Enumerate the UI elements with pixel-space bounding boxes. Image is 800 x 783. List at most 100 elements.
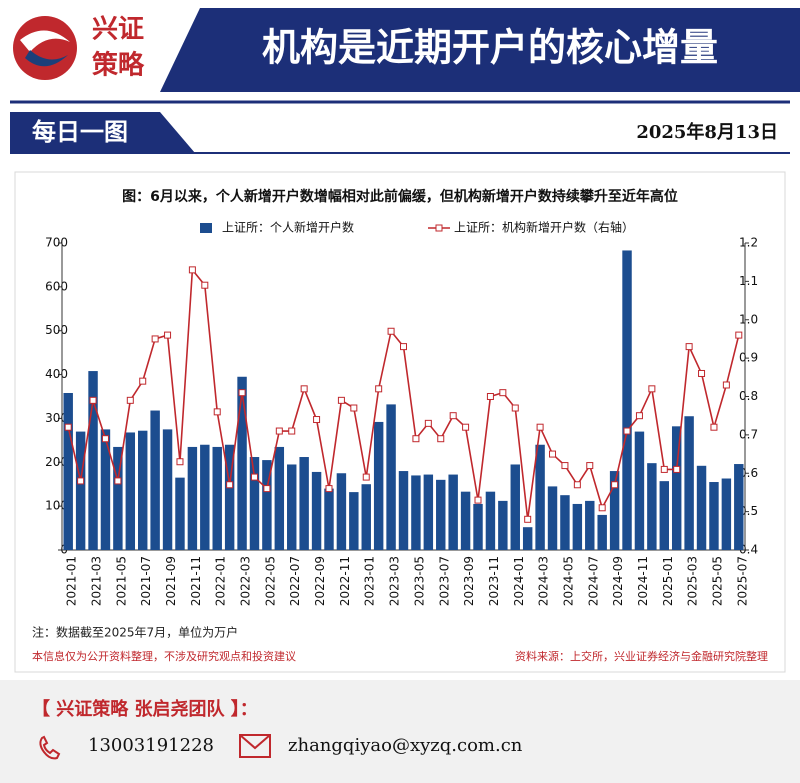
- x-tick-label: 2024-07: [586, 556, 600, 606]
- logo-circle: [13, 16, 77, 80]
- bar: [200, 444, 210, 550]
- x-tick-label: 2021-05: [114, 556, 128, 606]
- marker: [362, 473, 370, 481]
- bar: [423, 474, 434, 550]
- bar: [448, 474, 458, 550]
- x-tick-label: 2025-05: [710, 556, 724, 606]
- tick-label: 500: [45, 323, 68, 337]
- phone-icon: [39, 735, 61, 760]
- marker: [89, 396, 97, 404]
- marker: [275, 427, 283, 435]
- marker: [536, 423, 544, 431]
- legend-label: 上证所：个人新增开户数: [222, 220, 354, 235]
- marker: [400, 343, 407, 351]
- x-tick-label: 2023-07: [437, 556, 451, 606]
- bar: [671, 426, 682, 550]
- marker: [238, 389, 246, 397]
- marker: [201, 281, 209, 289]
- bar: [597, 514, 607, 550]
- x-tick-label: 2023-11: [487, 556, 501, 606]
- bar: [237, 376, 247, 550]
- tick-label: 0.7: [739, 427, 758, 441]
- tick-label: 0.8: [739, 389, 758, 403]
- x-tick-label: 2021-09: [164, 556, 178, 606]
- x-tick-label: 2024-01: [512, 556, 526, 606]
- chart-title: 图：6月以来，个人新增开户数增幅相对此前偏缓，但机构新增开户数持续攀升至近年高位: [122, 188, 678, 205]
- logo-swirl: [25, 50, 68, 67]
- x-tick-label: 2023-09: [462, 556, 476, 606]
- marker: [623, 427, 631, 435]
- bar: [212, 446, 222, 550]
- x-tick-label: 2021-07: [139, 556, 153, 606]
- bar: [510, 464, 520, 550]
- bar: [349, 492, 359, 550]
- marker: [573, 481, 581, 489]
- marker: [598, 504, 606, 512]
- x-tick-label: 2024-03: [537, 556, 551, 606]
- tick-label: 600: [45, 279, 68, 293]
- marker: [188, 266, 196, 274]
- marker: [698, 369, 706, 377]
- marker: [499, 389, 507, 397]
- x-tick-label: 2022-03: [239, 556, 253, 606]
- source: 资料来源：上交所，兴业证券经济与金融研究院整理: [515, 649, 768, 663]
- x-tick-label: 2025-07: [735, 556, 749, 606]
- bar: [659, 481, 670, 550]
- x-tick-label: 2023-01: [363, 556, 377, 606]
- tick-label: 1.0: [739, 312, 758, 326]
- marker: [611, 481, 619, 489]
- tick-label: 0.6: [739, 466, 758, 480]
- marker: [164, 331, 172, 339]
- bar: [287, 464, 297, 550]
- x-tick-label: 2023-03: [388, 556, 402, 606]
- marker: [313, 416, 321, 424]
- legend-label: 上证所：机构新增开户数（右轴）: [454, 220, 634, 235]
- chart: 01002003004005006007000.40.50.60.70.80.9…: [45, 220, 758, 607]
- marker: [673, 465, 681, 473]
- bar: [249, 457, 260, 550]
- tick-label: 1.2: [739, 236, 758, 250]
- legend-swatch: [200, 223, 212, 233]
- bar: [373, 421, 384, 550]
- bar: [162, 429, 173, 550]
- bar: [572, 503, 583, 550]
- marker: [375, 385, 383, 393]
- bar: [560, 495, 570, 550]
- team: 【 兴证策略 张启尧团队 】：: [32, 698, 258, 720]
- x-tick-label: 2023-05: [412, 556, 426, 606]
- tick-label: 0.4: [739, 543, 758, 557]
- bar: [361, 484, 371, 550]
- bar: [709, 482, 719, 550]
- bar: [721, 478, 732, 550]
- email-icon: [239, 734, 271, 750]
- marker: [325, 485, 333, 493]
- footer: [0, 680, 800, 783]
- x-tick-label: 2025-01: [661, 556, 675, 606]
- marker: [660, 465, 668, 473]
- marker: [424, 419, 432, 427]
- bar: [609, 471, 620, 550]
- marker: [735, 331, 743, 339]
- bar: [436, 479, 446, 550]
- page-title: 机构是近期开户的核心增量: [262, 26, 718, 70]
- marker: [151, 335, 159, 343]
- tick-label: 0.5: [739, 504, 758, 518]
- bar: [535, 444, 545, 550]
- bar: [63, 392, 73, 550]
- x-tick-label: 2022-07: [288, 556, 302, 606]
- x-tick-label: 2022-05: [263, 556, 277, 606]
- marker: [412, 435, 420, 443]
- marker: [524, 515, 532, 523]
- marker: [126, 396, 134, 404]
- bar: [262, 460, 272, 550]
- bar: [684, 416, 694, 550]
- x-tick-label: 2025-03: [686, 556, 700, 606]
- bar: [224, 444, 235, 550]
- bar: [125, 432, 136, 550]
- marker: [722, 381, 730, 389]
- marker: [64, 423, 72, 431]
- section-tab: [10, 112, 195, 153]
- bar: [324, 488, 334, 550]
- bar: [547, 486, 558, 550]
